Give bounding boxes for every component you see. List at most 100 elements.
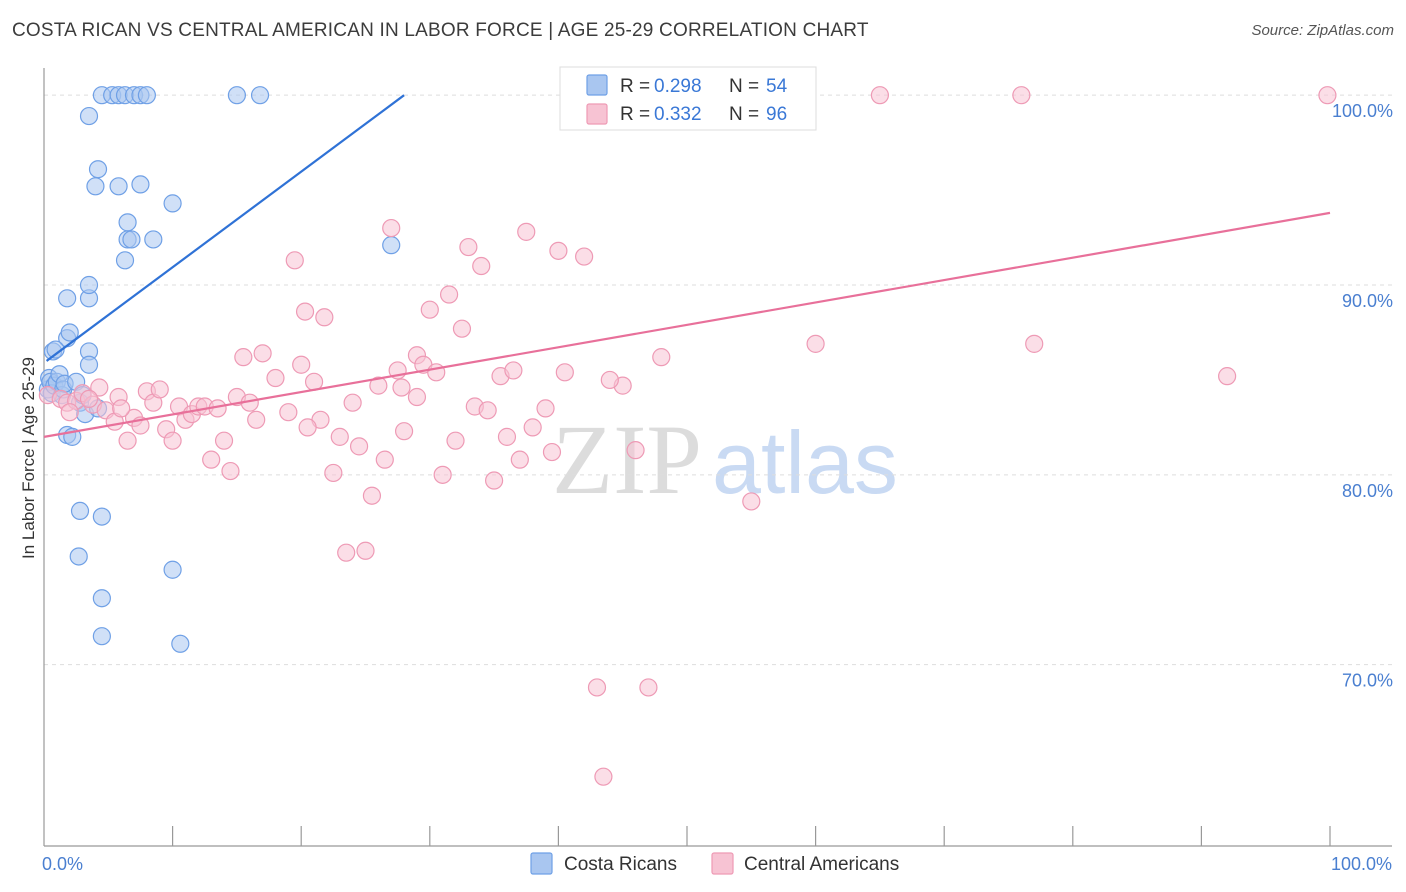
legend-swatch-central-americans (586, 103, 608, 125)
legend-r-label-1: R = (620, 76, 650, 97)
costa-rican-point (69, 547, 88, 566)
central-american-point (420, 300, 439, 319)
costa-rican-point (79, 106, 99, 126)
central-american-point (536, 399, 555, 418)
central-american-point (594, 767, 613, 786)
central-american-point (439, 285, 459, 304)
central-american-point (600, 370, 619, 390)
central-american-point (163, 431, 182, 450)
central-american-point (542, 442, 562, 462)
central-american-point (497, 427, 517, 446)
central-american-point (202, 450, 221, 469)
legend-n-value-1: 54 (766, 76, 788, 97)
x-tick-label-min: 0.0% (42, 854, 83, 874)
central-american-point (118, 431, 137, 450)
central-american-point (349, 437, 369, 456)
central-american-point (292, 355, 311, 374)
y-tick-label: 70.0% (1342, 671, 1393, 691)
central-american-point (870, 86, 890, 105)
central-american-point (315, 308, 334, 327)
costa-rican-point (118, 213, 137, 232)
chart-title: COSTA RICAN VS CENTRAL AMERICAN IN LABOR… (12, 20, 869, 41)
costa-rican-point (92, 627, 111, 646)
central-american-point (587, 678, 607, 697)
central-american-point (330, 427, 349, 446)
central-american-point (1218, 367, 1237, 386)
bottom-legend-central-americans: Central Americans (744, 854, 899, 875)
costa-rican-point (122, 230, 141, 249)
costa-rican-point (171, 634, 190, 653)
costa-ricans-trend-line (45, 94, 405, 362)
costa-rican-point (137, 86, 156, 105)
central-american-point (79, 389, 99, 409)
central-american-point (112, 399, 131, 418)
central-american-point (90, 378, 109, 397)
central-american-point (652, 348, 671, 367)
central-american-point (407, 387, 427, 407)
costa-rican-point (115, 251, 135, 270)
central-american-point (742, 492, 761, 511)
central-american-point (427, 363, 446, 382)
legend-n-label-2: N = (729, 104, 759, 125)
central-american-point (575, 247, 594, 266)
central-american-point (214, 431, 234, 450)
costa-rican-point (86, 177, 105, 196)
costa-rican-point (79, 355, 99, 374)
central-american-point (266, 368, 285, 388)
central-american-point (452, 319, 472, 338)
y-axis-tick-labels: 70.0% 80.0% 90.0% 100.0% (1332, 101, 1393, 690)
bottom-legend-swatch-costa-ricans (530, 852, 553, 875)
central-american-point (478, 401, 497, 420)
costa-rican-point (58, 289, 77, 308)
central-american-point (234, 348, 253, 367)
source-label: Source: ZipAtlas.com (1251, 22, 1394, 39)
central-american-point (1318, 86, 1337, 105)
legend-n-value-2: 96 (766, 104, 787, 125)
y-axis-title: In Labor Force | Age 25-29 (19, 357, 38, 559)
bottom-legend-costa-ricans: Costa Ricans (564, 854, 677, 875)
central-american-point (295, 302, 315, 321)
central-american-point (324, 463, 343, 483)
central-american-point (1025, 334, 1044, 353)
central-american-point (356, 541, 375, 560)
costa-rican-point (163, 560, 182, 579)
costa-rican-point (131, 175, 150, 194)
central-american-point (392, 378, 411, 397)
legend-r-label-2: R = (620, 104, 650, 125)
central-american-point (485, 471, 504, 490)
central-american-point (639, 678, 658, 697)
central-american-point (472, 256, 491, 276)
central-american-point (446, 431, 465, 450)
central-american-point (523, 418, 542, 437)
costa-rican-point (109, 177, 128, 196)
central-american-point (369, 376, 388, 395)
central-american-point (337, 543, 356, 562)
legend-n-label-1: N = (729, 76, 759, 97)
bottom-legend-swatch-central-americans (711, 852, 734, 875)
costa-rican-point (144, 230, 163, 249)
central-american-point (626, 441, 645, 460)
y-tick-label: 80.0% (1342, 481, 1393, 501)
x-tick-label-max: 100.0% (1331, 854, 1392, 874)
correlation-legend: R = 0.298 N = 54 R = 0.332 N = 96 (559, 66, 817, 131)
legend-r-value-2: 0.332 (654, 104, 702, 125)
central-american-point (504, 361, 523, 380)
central-american-point (285, 251, 304, 270)
x-axis-ticks (172, 826, 1331, 846)
central-americans-trend-line (43, 211, 1331, 438)
central-american-point (433, 465, 452, 484)
y-tick-label: 100.0% (1332, 101, 1393, 121)
watermark-zip: ZIP (552, 404, 702, 515)
central-american-point (221, 461, 240, 481)
central-american-point (253, 344, 272, 363)
costa-rican-point (250, 86, 270, 105)
central-american-point (555, 363, 574, 382)
central-american-point (459, 237, 478, 257)
costa-rican-point (70, 501, 90, 521)
central-american-point (549, 241, 568, 260)
costa-ricans-series (38, 86, 401, 653)
watermark: ZIP atlas (552, 404, 898, 515)
legend-swatch-costa-ricans (586, 74, 608, 96)
costa-rican-point (163, 194, 182, 213)
